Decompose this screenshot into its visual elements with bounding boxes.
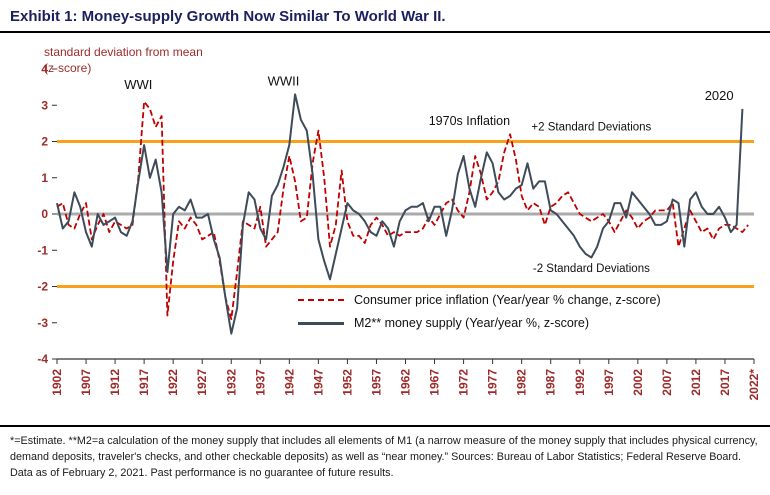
y-tick-label: -4 [37, 352, 48, 366]
y-axis-title-line2: (z-score) [44, 60, 92, 75]
legend-item-cpi: Consumer price inflation (Year/year % ch… [298, 293, 661, 307]
title-bar: Exhibit 1: Money-supply Growth Now Simil… [0, 0, 770, 33]
x-tick-label: 1942 [282, 369, 296, 396]
x-tick-label: 1972 [457, 369, 471, 396]
x-tick-label: 1962 [399, 369, 413, 396]
y-tick-label: 0 [41, 207, 48, 221]
x-tick-label: 1967 [428, 369, 442, 396]
chart-annotation: 2020 [705, 88, 734, 103]
x-tick-label: 1912 [108, 369, 122, 396]
x-tick-label: 1937 [253, 369, 267, 396]
y-tick-label: -2 [37, 280, 48, 294]
legend-item-m2: M2** money supply (Year/year %, z-score) [298, 316, 661, 330]
x-tick-label: 2017 [718, 369, 732, 396]
footnote: *=Estimate. **M2=a calculation of the mo… [0, 425, 770, 486]
chart-annotation: WWII [268, 73, 300, 88]
y-axis-title: standard deviation from mean (z-score) [44, 45, 203, 76]
x-tick-label: 1932 [224, 369, 238, 396]
x-tick-label: 1992 [573, 369, 587, 396]
x-tick-label: 1952 [340, 369, 354, 396]
legend-label-cpi: Consumer price inflation (Year/year % ch… [354, 293, 661, 307]
cpi-series-line [56, 100, 749, 320]
x-tick-label: 1922 [166, 369, 180, 396]
y-tick-label: 3 [41, 98, 48, 112]
x-tick-label: 1987 [544, 369, 558, 396]
x-tick-label: 1957 [369, 369, 383, 396]
chart-annotation: 1970s Inflation [429, 114, 510, 128]
exhibit-title: Exhibit 1: Money-supply Growth Now Simil… [10, 8, 446, 25]
x-tick-label: 1977 [486, 369, 500, 396]
x-tick-label: 2022* [747, 369, 761, 401]
y-tick-label: 4 [41, 62, 48, 76]
y-tick-label: -1 [37, 243, 48, 257]
y-tick-label: -3 [37, 316, 48, 330]
m2-series-line [56, 93, 744, 335]
chart-annotation: +2 Standard Deviations [531, 122, 651, 134]
y-tick-label: 1 [41, 171, 48, 185]
y-tick-label: 2 [41, 135, 48, 149]
x-tick-label: 1997 [602, 369, 616, 396]
x-tick-label: 1947 [311, 369, 325, 396]
legend: Consumer price inflation (Year/year % ch… [298, 293, 661, 330]
cpi-dashed-line-sample [298, 299, 344, 301]
legend-label-m2: M2** money supply (Year/year %, z-score) [354, 316, 590, 330]
x-tick-label: 1927 [195, 369, 209, 396]
x-tick-label: 2002 [631, 369, 645, 396]
x-tick-label: 1917 [137, 369, 151, 396]
x-tick-label: 2012 [689, 369, 703, 396]
chart-annotation: WWI [124, 77, 152, 92]
x-tick-label: 2007 [660, 369, 674, 396]
chart-canvas: 1902 1907 1912 1917 1922 1927 1932 1937 1942 1947… [37, 62, 761, 401]
x-tick-label: 1907 [79, 369, 93, 396]
y-axis-title-line1: standard deviation from mean [44, 45, 203, 59]
x-tick-label: 1982 [515, 369, 529, 396]
chart-annotation: -2 Standard Deviations [533, 263, 650, 275]
m2-solid-line-sample [298, 321, 344, 325]
x-tick-label: 1902 [50, 369, 64, 396]
chart-area: 1902 1907 1912 1917 1922 1927 1932 1937 1942 1947… [0, 33, 770, 425]
